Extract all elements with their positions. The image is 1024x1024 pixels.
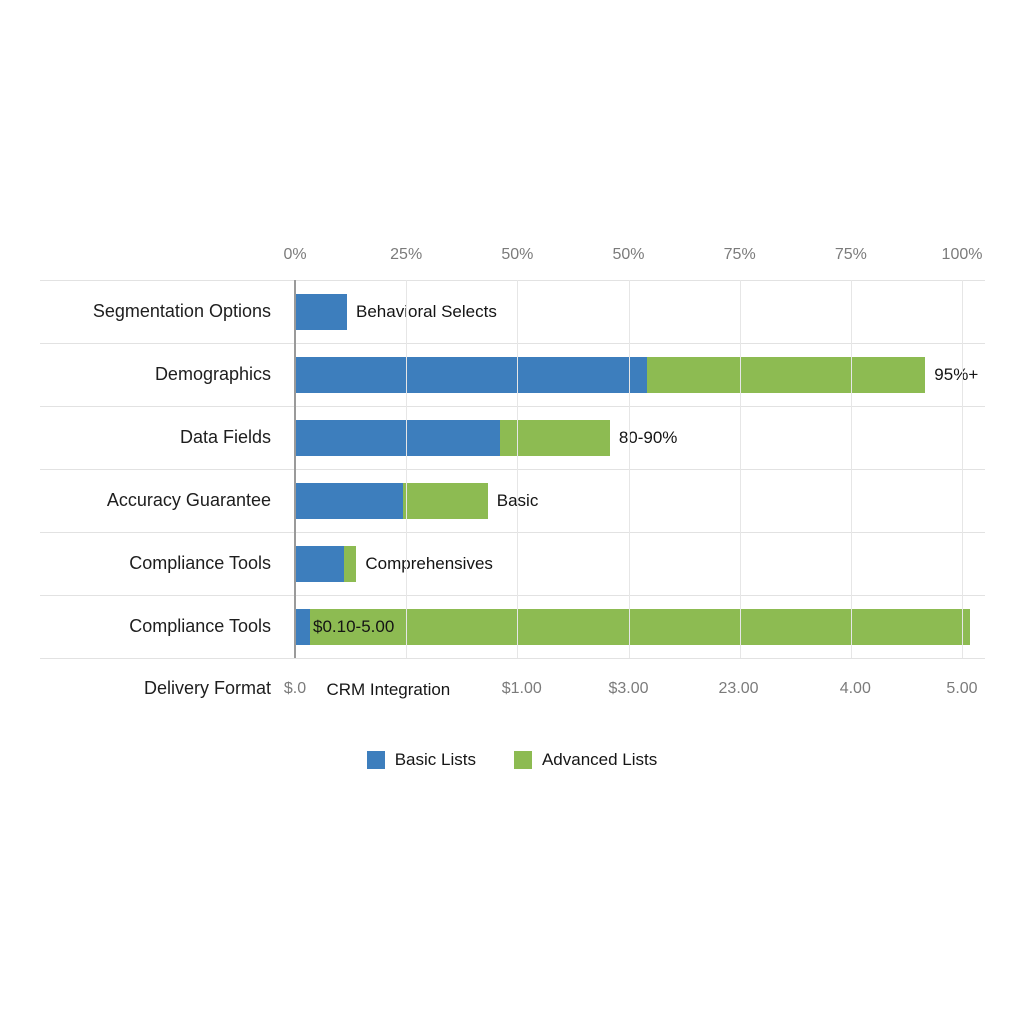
bar-row: Compliance Tools Comprehensives xyxy=(40,532,962,595)
top-axis-tick: 0% xyxy=(283,246,307,263)
basic-bar-segment xyxy=(295,419,500,456)
row-gridline xyxy=(40,469,985,470)
bottom-axis-tick: $3.00 xyxy=(608,680,649,697)
vertical-gridline xyxy=(739,280,741,658)
legend-swatch-icon xyxy=(513,751,532,769)
row-gridline xyxy=(40,343,985,344)
category-label: Data Fields xyxy=(179,427,271,447)
bottom-axis-annotation: CRM Integration xyxy=(326,680,451,699)
category-label: Accuracy Guarantee xyxy=(106,490,271,510)
vertical-gridline xyxy=(406,280,408,658)
category-label: Segmentation Options xyxy=(92,301,271,321)
row-gridline xyxy=(40,595,985,596)
advanced-bar-segment xyxy=(499,419,610,456)
top-axis-tick: 75% xyxy=(834,246,867,263)
bar-value-label: Behavioral Selects xyxy=(356,301,497,321)
bar-track: Comprehensives xyxy=(295,532,962,595)
top-axis-tick: 75% xyxy=(723,246,756,263)
chart-legend: Basic Lists Advanced Lists xyxy=(0,750,1024,770)
advanced-bar-segment xyxy=(403,482,488,519)
row-gridline xyxy=(40,406,985,407)
legend-label: Advanced Lists xyxy=(541,750,658,769)
bar-row: Compliance Tools $0.10-5.00 xyxy=(40,595,970,658)
bar-rows: Segmentation Options Behavioral Selects … xyxy=(40,280,978,658)
vertical-gridline xyxy=(962,280,963,658)
legend-item: Advanced Lists xyxy=(513,750,658,770)
bar-track: 95%+ xyxy=(295,343,978,406)
bar-value-label: 80-90% xyxy=(618,427,678,447)
category-label: Compliance Tools xyxy=(129,616,271,636)
bar-track: Behavioral Selects xyxy=(295,280,962,343)
advanced-bar-segment xyxy=(309,608,970,645)
bar-row: Data Fields 80-90% xyxy=(40,406,962,469)
legend-label: Basic Lists xyxy=(394,750,476,769)
row-gridline xyxy=(40,280,985,281)
bottom-category-label: Delivery Format xyxy=(143,678,271,698)
top-axis-tick: 50% xyxy=(612,246,645,263)
row-gridline xyxy=(40,532,985,533)
legend-item: Basic Lists xyxy=(366,750,476,770)
bar-row: Segmentation Options Behavioral Selects xyxy=(40,280,962,343)
vertical-gridline xyxy=(850,280,852,658)
row-gridline xyxy=(40,658,985,659)
basic-bar-segment xyxy=(295,293,348,330)
bottom-axis-tick: $.0 xyxy=(283,680,307,697)
bottom-axis-tick: 5.00 xyxy=(946,680,978,697)
category-label: Compliance Tools xyxy=(129,553,271,573)
bar-value-label: Comprehensives xyxy=(365,553,493,573)
bar-value-label: 95%+ xyxy=(934,364,979,384)
advanced-bar-segment xyxy=(343,545,357,582)
top-axis-tick: 100% xyxy=(941,246,983,263)
bar-track: $0.10-5.00 xyxy=(295,595,970,658)
vertical-gridline xyxy=(628,280,630,658)
bar-track: Basic xyxy=(295,469,962,532)
top-axis-tick: 25% xyxy=(390,246,423,263)
bar-row: Accuracy Guarantee Basic xyxy=(40,469,962,532)
basic-bar-segment xyxy=(295,356,648,393)
basic-bar-segment xyxy=(295,545,344,582)
advanced-bar-segment xyxy=(647,356,926,393)
zero-axis-line xyxy=(294,280,296,658)
category-label: Demographics xyxy=(154,364,271,384)
basic-bar-segment xyxy=(295,608,310,645)
top-axis-tick: 50% xyxy=(501,246,534,263)
bottom-axis-tick: 23.00 xyxy=(718,680,759,697)
bottom-axis-tick: $1.00 xyxy=(501,680,542,697)
bar-row: Demographics 95%+ xyxy=(40,343,978,406)
basic-bar-segment xyxy=(295,482,404,519)
legend-swatch-icon xyxy=(366,751,385,769)
vertical-gridline xyxy=(517,280,519,658)
bar-value-label: $0.10-5.00 xyxy=(313,616,395,636)
bottom-axis-tick: 4.00 xyxy=(839,680,871,697)
